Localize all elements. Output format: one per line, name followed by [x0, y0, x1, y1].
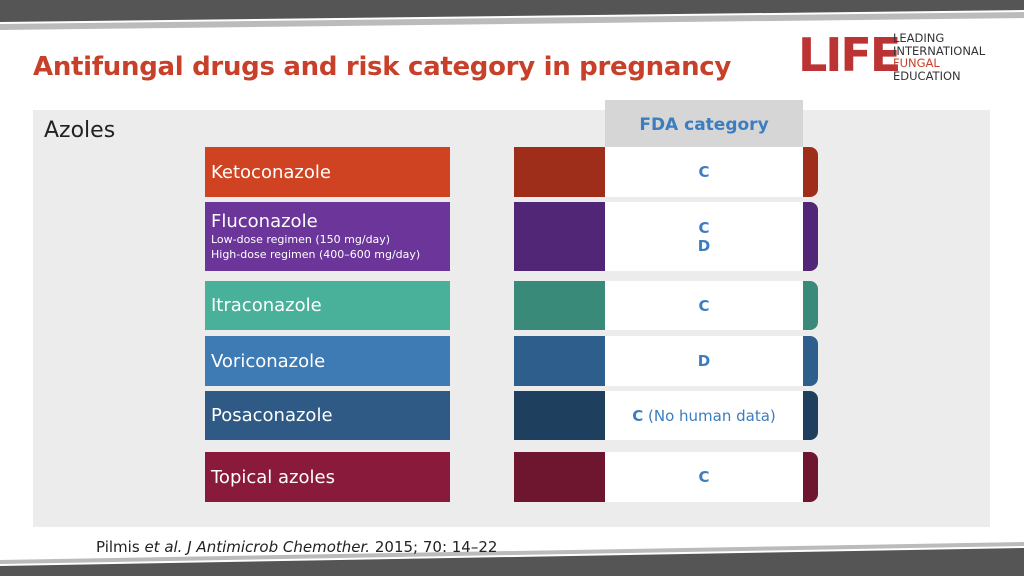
column-header: FDA category: [605, 100, 803, 147]
category-box: C: [605, 452, 803, 502]
category-line: C: [698, 468, 709, 486]
drug-detail: Low-dose regimen (150 mg/day): [211, 233, 391, 246]
etal: et al.: [144, 538, 183, 556]
category-line: C: [698, 163, 709, 181]
category-line: C: [698, 219, 709, 237]
category-box: C: [605, 281, 803, 330]
drug-box: Voriconazole: [205, 336, 450, 386]
category-line: C: [698, 297, 709, 315]
category: C: [632, 406, 644, 425]
logo-mark: LIFE: [798, 28, 901, 82]
drug-box: Itraconazole: [205, 281, 450, 330]
citation: Pilmis et al. J Antimicrob Chemother. 20…: [96, 538, 497, 556]
category: C: [698, 296, 710, 315]
section-label: Azoles: [44, 118, 116, 143]
logo-text: LEADING INTERNATIONAL FUNGAL EDUCATION: [893, 32, 985, 82]
drug-name: Ketoconazole: [211, 161, 331, 183]
drug-box: Ketoconazole: [205, 147, 450, 197]
drug-box: Topical azoles: [205, 452, 450, 502]
category-box: C: [605, 147, 803, 197]
category-line: C (No human data): [632, 407, 776, 425]
category: C: [698, 163, 710, 181]
category-box: D: [605, 336, 803, 386]
drug-name: Itraconazole: [211, 295, 322, 316]
logo-line: FUNGAL: [893, 56, 940, 70]
logo-line: INTERNATIONAL: [893, 43, 986, 58]
drug-name: Fluconazole: [211, 211, 318, 232]
category: D: [697, 236, 711, 255]
top-strip: [0, 12, 1024, 30]
category-box: C (No human data): [605, 391, 803, 440]
drug-name: Posaconazole: [211, 405, 333, 426]
bottom-strip: [0, 542, 1024, 564]
category-line: D: [698, 352, 710, 370]
category: C: [698, 218, 710, 237]
category-line: D: [698, 237, 710, 255]
top-band: [0, 0, 1024, 22]
category: D: [697, 352, 711, 370]
citation-rest: 2015; 70: 14–22: [374, 538, 498, 556]
bottom-band: [0, 548, 1024, 576]
drug-name: Voriconazole: [211, 350, 326, 372]
logo-line: EDUCATION: [893, 68, 961, 83]
author: Pilmis: [96, 538, 140, 556]
title: Antifungal drugs and risk category in pr…: [33, 52, 732, 82]
logo-line: LEADING: [893, 31, 945, 45]
journal: J Antimicrob Chemother.: [187, 538, 371, 556]
category: C: [698, 468, 710, 486]
drug-box: Posaconazole: [205, 391, 450, 440]
drug-name: Topical azoles: [211, 466, 335, 488]
drug-box: Fluconazole Low-dose regimen (150 mg/day)…: [205, 202, 450, 271]
drug-detail: High-dose regimen (400–600 mg/day): [211, 248, 421, 261]
note: (No human data): [648, 406, 776, 425]
panel: [33, 110, 990, 527]
